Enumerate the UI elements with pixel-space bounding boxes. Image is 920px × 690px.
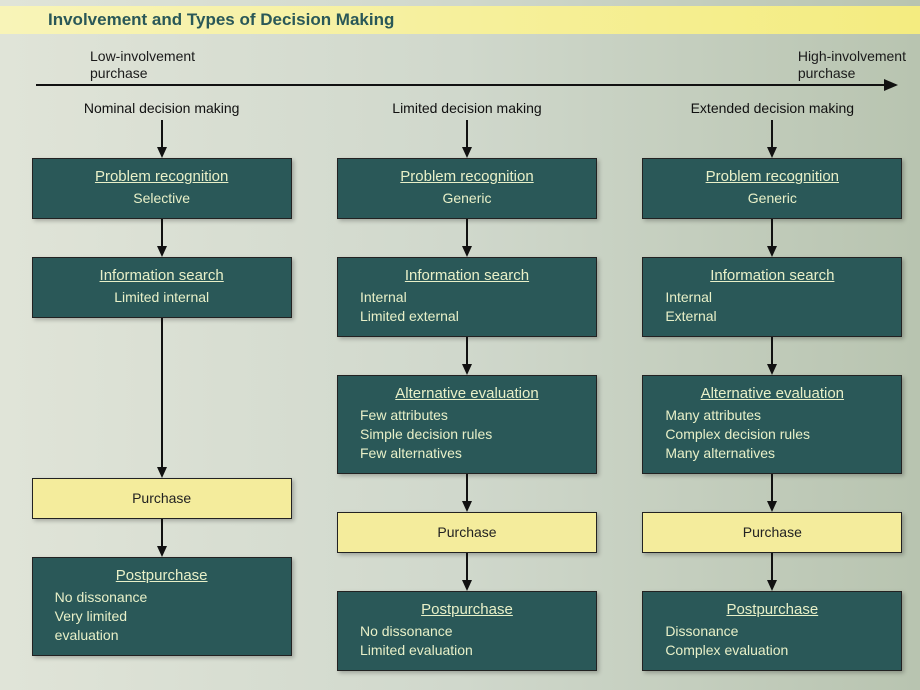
- flow-arrow: [157, 519, 167, 557]
- stage-box: Alternative evaluationMany attributes Co…: [642, 375, 902, 474]
- flow-arrow: [767, 219, 777, 257]
- stage-body: Purchase: [338, 523, 596, 542]
- flow-arrow: [462, 120, 472, 158]
- arrow-down-icon: [767, 147, 777, 158]
- stage-body: Many attributes Complex decision rules M…: [661, 406, 883, 463]
- stage-title: Information search: [51, 266, 273, 286]
- stage-body: Purchase: [643, 523, 901, 542]
- columns-container: Nominal decision making Problem recogniti…: [24, 100, 910, 690]
- stage-title: Problem recognition: [51, 167, 273, 187]
- flow-arrow: [767, 553, 777, 591]
- spectrum-high-label: High-involvement purchase: [798, 48, 906, 82]
- flow-arrow: [157, 219, 167, 257]
- stage-box: Problem recognition Generic: [337, 158, 597, 219]
- purchase-box: Purchase: [642, 512, 902, 553]
- stage-title: Postpurchase: [356, 600, 578, 620]
- stage-body: Few attributes Simple decision rules Few…: [356, 406, 578, 463]
- purchase-box: Purchase: [337, 512, 597, 553]
- page: Involvement and Types of Decision Making…: [0, 0, 920, 690]
- stage-box: Problem recognition Generic: [642, 158, 902, 219]
- flow-arrow: [767, 120, 777, 158]
- arrow-down-icon: [767, 501, 777, 512]
- column-header: Limited decision making: [392, 100, 541, 116]
- stage-body: Internal Limited external: [356, 288, 578, 326]
- arrow-down-icon: [462, 147, 472, 158]
- arrow-down-icon: [767, 364, 777, 375]
- stage-body: No dissonance Very limited evaluation: [51, 588, 273, 645]
- arrow-down-icon: [157, 467, 167, 478]
- stage-title: Information search: [356, 266, 578, 286]
- stage-box: Information search Limited internal: [32, 257, 292, 318]
- stage-box: PostpurchaseDissonance Complex evaluatio…: [642, 591, 902, 671]
- spectrum-labels: Low-involvement purchase High-involvemen…: [90, 48, 906, 82]
- spectrum-low-label: Low-involvement purchase: [90, 48, 195, 82]
- stage-box: PostpurchaseNo dissonance Limited evalua…: [337, 591, 597, 671]
- arrow-down-icon: [462, 364, 472, 375]
- spectrum-arrow: [36, 84, 896, 86]
- stage-title: Alternative evaluation: [356, 384, 578, 404]
- column-header: Nominal decision making: [84, 100, 240, 116]
- stage-body: No dissonance Limited evaluation: [356, 622, 578, 660]
- stage-body: Dissonance Complex evaluation: [661, 622, 883, 660]
- stage-body: Generic: [356, 189, 578, 208]
- stage-body: Purchase: [33, 489, 291, 508]
- stage-title: Problem recognition: [661, 167, 883, 187]
- stage-box: Information searchInternal Limited exter…: [337, 257, 597, 337]
- column: Nominal decision making Problem recogniti…: [24, 100, 299, 690]
- arrow-down-icon: [157, 246, 167, 257]
- column: Limited decision making Problem recogniti…: [329, 100, 604, 690]
- stage-title: Problem recognition: [356, 167, 578, 187]
- flow-arrow: [462, 474, 472, 512]
- stage-body: Generic: [661, 189, 883, 208]
- stage-box: Problem recognition Selective: [32, 158, 292, 219]
- arrow-down-icon: [767, 580, 777, 591]
- stage-title: Postpurchase: [661, 600, 883, 620]
- stage-body: Limited internal: [51, 288, 273, 307]
- arrow-down-icon: [462, 501, 472, 512]
- purchase-box: Purchase: [32, 478, 292, 519]
- arrow-down-icon: [157, 147, 167, 158]
- column: Extended decision making Problem recognit…: [635, 100, 910, 690]
- arrow-down-icon: [462, 580, 472, 591]
- stage-box: Information searchInternal External: [642, 257, 902, 337]
- arrow-down-icon: [767, 246, 777, 257]
- page-title: Involvement and Types of Decision Making: [48, 10, 394, 30]
- stage-body: Internal External: [661, 288, 883, 326]
- stage-title: Alternative evaluation: [661, 384, 883, 404]
- stage-body: Selective: [51, 189, 273, 208]
- flow-arrow: [462, 337, 472, 375]
- flow-arrow: [462, 219, 472, 257]
- flow-arrow: [462, 553, 472, 591]
- flow-arrow: [767, 337, 777, 375]
- flow-arrow: [157, 120, 167, 158]
- title-bar: Involvement and Types of Decision Making: [0, 6, 920, 34]
- arrow-down-icon: [157, 546, 167, 557]
- column-header: Extended decision making: [691, 100, 854, 116]
- stage-box: PostpurchaseNo dissonance Very limited e…: [32, 557, 292, 656]
- stage-title: Postpurchase: [51, 566, 273, 586]
- flow-arrow: [157, 318, 167, 478]
- stage-title: Information search: [661, 266, 883, 286]
- arrow-down-icon: [462, 246, 472, 257]
- stage-box: Alternative evaluationFew attributes Sim…: [337, 375, 597, 474]
- flow-arrow: [767, 474, 777, 512]
